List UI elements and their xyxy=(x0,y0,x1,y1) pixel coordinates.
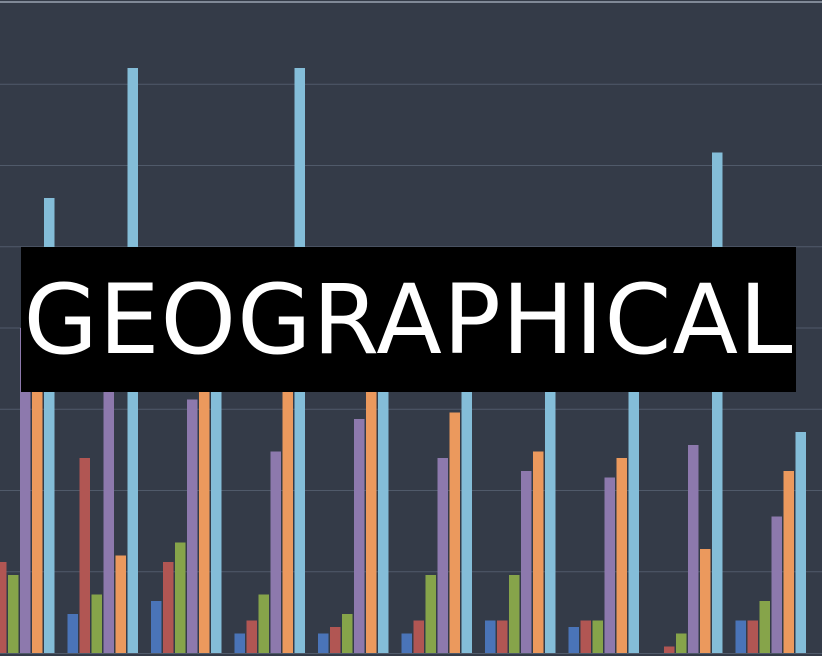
bar-series-1 xyxy=(485,620,496,653)
bar-series-1 xyxy=(67,614,78,653)
bar-series-4 xyxy=(604,477,615,653)
bar-series-4 xyxy=(270,451,281,653)
bar-series-4 xyxy=(521,471,532,653)
bar-series-2 xyxy=(330,627,341,653)
bar-series-2 xyxy=(664,646,675,653)
bar-series-3 xyxy=(91,594,102,653)
bar-series-3 xyxy=(592,620,603,653)
bar-series-1 xyxy=(735,620,746,653)
bar-series-4 xyxy=(187,399,198,653)
bar-series-2 xyxy=(580,620,591,653)
bar-series-2 xyxy=(747,620,758,653)
bar-series-5 xyxy=(616,458,627,653)
bar-series-1 xyxy=(151,601,162,653)
bar-series-3 xyxy=(342,614,353,653)
bar-series-4 xyxy=(437,458,448,653)
bar-series-2 xyxy=(497,620,508,653)
bar-series-1 xyxy=(568,627,579,653)
bar-series-6 xyxy=(712,152,723,653)
bar-series-3 xyxy=(258,594,269,653)
bar-series-3 xyxy=(175,542,186,653)
bar-series-5 xyxy=(115,555,126,653)
bar-series-2 xyxy=(246,620,257,653)
bar-series-2 xyxy=(0,562,7,653)
bar-series-4 xyxy=(103,308,114,653)
bar-series-2 xyxy=(79,458,90,653)
bar-series-6 xyxy=(378,250,389,653)
bar-series-6 xyxy=(211,315,222,653)
bar-series-4 xyxy=(20,328,31,653)
bar-series-4 xyxy=(688,445,699,653)
bar-series-5 xyxy=(700,549,711,653)
title-banner: GEOGRAPHICAL xyxy=(21,247,796,392)
bar-series-3 xyxy=(676,633,687,653)
bar-series-5 xyxy=(366,334,377,653)
bar-series-3 xyxy=(759,601,770,653)
bar-series-5 xyxy=(32,315,43,653)
bar-series-6 xyxy=(545,334,556,653)
bar-series-3 xyxy=(509,575,520,653)
bar-series-5 xyxy=(449,412,460,653)
bar-series-3 xyxy=(8,575,19,653)
bar-series-6 xyxy=(795,432,806,653)
bar-series-4 xyxy=(354,419,365,653)
bar-series-5 xyxy=(533,451,544,653)
bar-series-4 xyxy=(771,516,782,653)
bar-series-6 xyxy=(461,347,472,653)
bar-series-6 xyxy=(628,295,639,653)
bar-series-2 xyxy=(413,620,424,653)
bar-series-1 xyxy=(234,633,245,653)
bar-series-1 xyxy=(401,633,412,653)
banner-text: GEOGRAPHICAL xyxy=(23,263,794,376)
bar-series-3 xyxy=(425,575,436,653)
bar-series-5 xyxy=(199,341,210,653)
bar-series-2 xyxy=(163,562,174,653)
bar-series-1 xyxy=(318,633,329,653)
bar-series-5 xyxy=(783,471,794,653)
bar-series-5 xyxy=(282,380,293,653)
bar-series-6 xyxy=(44,198,55,653)
